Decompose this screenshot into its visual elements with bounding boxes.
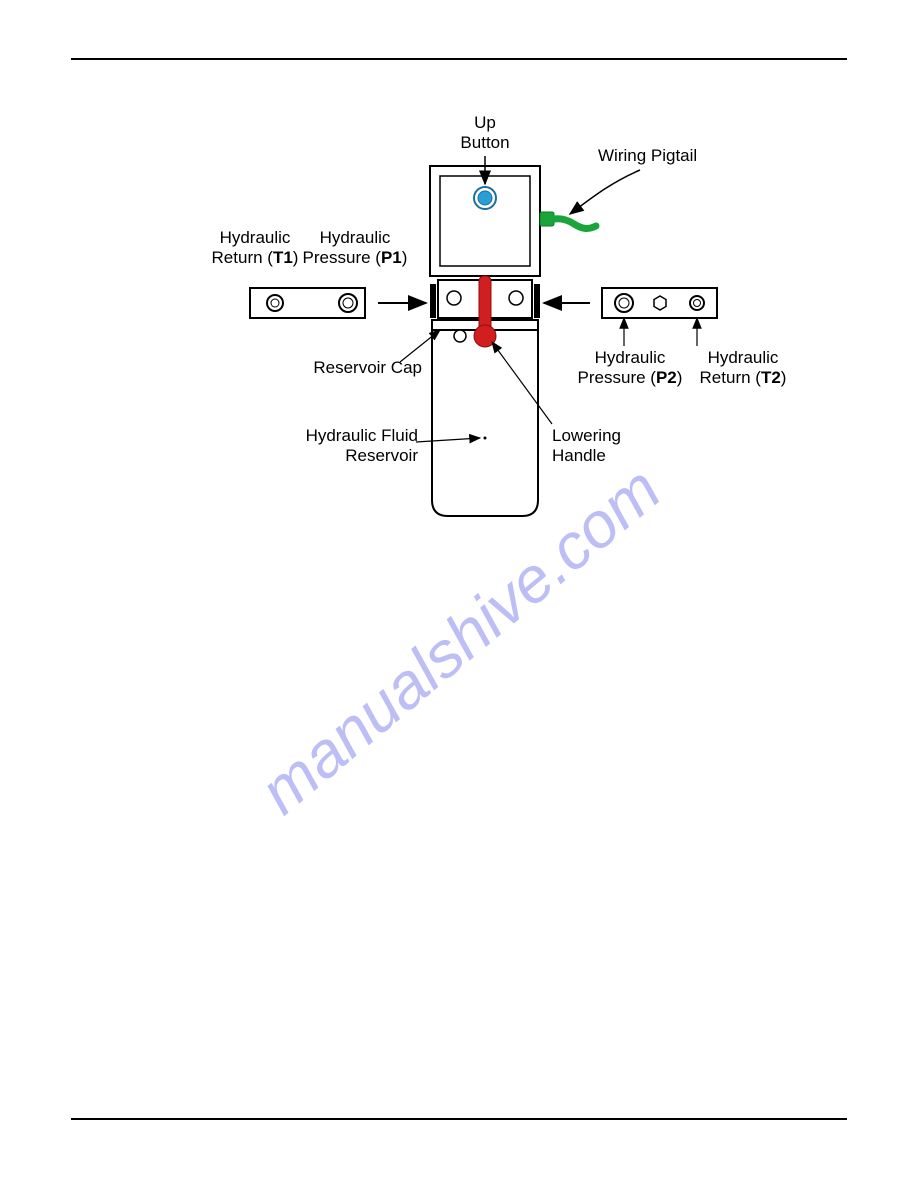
label-text: Handle xyxy=(552,446,606,465)
reservoir-tank xyxy=(432,326,538,516)
label-text: Return ( xyxy=(212,248,273,267)
label-wiring-pigtail: Wiring Pigtail xyxy=(598,146,728,166)
label-reservoir-cap: Reservoir Cap xyxy=(302,358,422,378)
port-t2-inner xyxy=(694,300,701,307)
label-text: ) xyxy=(402,248,408,267)
label-text: Lowering xyxy=(552,426,621,445)
reservoir-fluid-dot xyxy=(484,437,487,440)
label-text: Pressure ( xyxy=(578,368,656,387)
label-text: Reservoir Cap xyxy=(313,358,422,377)
up-button-icon xyxy=(478,191,492,205)
pigtail-wire xyxy=(554,219,596,229)
label-up-button: Up Button xyxy=(455,113,515,154)
label-p1: Hydraulic Pressure (P1) xyxy=(300,228,410,269)
label-t2: Hydraulic Return (T2) xyxy=(688,348,798,389)
label-bold: T1 xyxy=(273,248,293,267)
label-bold: P1 xyxy=(381,248,402,267)
label-text: Hydraulic xyxy=(220,228,291,247)
label-text: Hydraulic xyxy=(595,348,666,367)
label-t1: Hydraulic Return (T1) xyxy=(205,228,305,269)
valve-port-left xyxy=(447,291,461,305)
label-text: Pressure ( xyxy=(303,248,381,267)
valve-ear-right xyxy=(534,284,540,318)
port-t1-inner xyxy=(271,299,279,307)
label-bold: P2 xyxy=(656,368,677,387)
hydraulic-diagram xyxy=(0,0,918,1188)
reservoir-cap-icon xyxy=(454,330,466,342)
label-bold: T2 xyxy=(761,368,781,387)
arrow-pigtail xyxy=(570,170,640,214)
label-text: ) xyxy=(781,368,787,387)
label-text: Up xyxy=(474,113,496,132)
label-text: Hydraulic Fluid xyxy=(306,426,418,445)
port-p2-inner xyxy=(619,298,629,308)
label-text: Button xyxy=(460,133,509,152)
label-text: ) xyxy=(293,248,299,267)
port-hex xyxy=(654,296,666,310)
label-text: Hydraulic xyxy=(708,348,779,367)
label-text: Reservoir xyxy=(345,446,418,465)
label-text: Return ( xyxy=(700,368,761,387)
valve-port-right xyxy=(509,291,523,305)
label-fluid-reservoir: Hydraulic Fluid Reservoir xyxy=(268,426,418,467)
port-p1-inner xyxy=(343,298,353,308)
label-p2: Hydraulic Pressure (P2) xyxy=(570,348,690,389)
label-text: Wiring Pigtail xyxy=(598,146,697,165)
valve-ear-left xyxy=(430,284,436,318)
label-text: Hydraulic xyxy=(320,228,391,247)
label-text: ) xyxy=(677,368,683,387)
page: manualshive.com xyxy=(0,0,918,1188)
label-lowering-handle: Lowering Handle xyxy=(552,426,652,467)
